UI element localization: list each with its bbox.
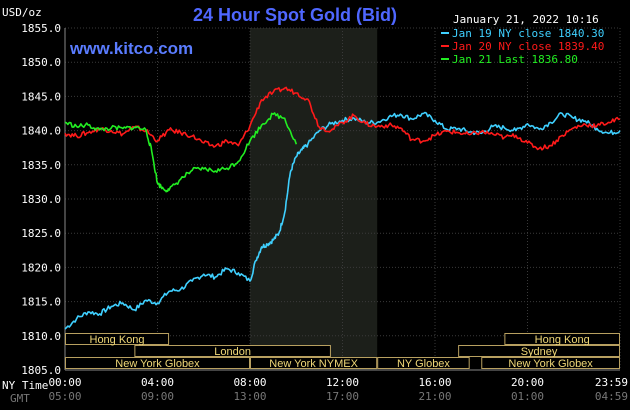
x-tick-label: 23:59 <box>595 376 628 389</box>
x-tick-label: 00:00 <box>48 376 81 389</box>
session-box <box>65 357 250 369</box>
series-line-jan-20 <box>64 86 621 151</box>
x-tick-label: 04:00 <box>141 376 174 389</box>
x-tick-label: 16:00 <box>418 376 451 389</box>
y-tick-label: 1845.0 <box>21 90 61 103</box>
y-tick-label: 1855.0 <box>21 22 61 35</box>
y-axis-unit-label: USD/oz <box>2 6 42 19</box>
source-url[interactable]: www.kitco.com <box>69 39 193 58</box>
gmt-row-label: GMT <box>10 392 30 405</box>
y-tick-label: 1835.0 <box>21 159 61 172</box>
session-label: New York Globex <box>115 358 200 370</box>
legend-entry: Jan 19 NY close 1840.30 <box>452 27 604 40</box>
series-line-jan-19 <box>64 111 621 330</box>
legend-entry: Jan 20 NY close 1839.40 <box>452 40 604 53</box>
x-tick-label: 08:00 <box>233 376 266 389</box>
session-box <box>458 345 620 357</box>
session-label: London <box>214 346 251 358</box>
gmt-tick-label: 17:00 <box>326 390 359 403</box>
y-tick-label: 1825.0 <box>21 227 61 240</box>
y-tick-label: 1805.0 <box>21 364 61 377</box>
gmt-tick-label: 01:00 <box>511 390 544 403</box>
gmt-tick-label: 04:59 <box>595 390 628 403</box>
session-box <box>504 333 620 345</box>
y-tick-label: 1840.0 <box>21 125 61 138</box>
y-tick-label: 1830.0 <box>21 193 61 206</box>
session-label: Hong Kong <box>535 334 590 346</box>
gmt-tick-label: 09:00 <box>141 390 174 403</box>
session-label: New York Globex <box>508 358 593 370</box>
gmt-tick-label: 13:00 <box>233 390 266 403</box>
y-tick-label: 1850.0 <box>21 56 61 69</box>
session-box <box>134 345 331 357</box>
session-label: Hong Kong <box>90 334 145 346</box>
session-label: NY Globex <box>397 358 450 370</box>
x-tick-label: 20:00 <box>511 376 544 389</box>
y-tick-label: 1810.0 <box>21 330 61 343</box>
chart-title: 24 Hour Spot Gold (Bid) <box>193 5 397 25</box>
session-box <box>250 357 378 369</box>
legend-entry: Jan 21 Last 1836.80 <box>452 53 578 66</box>
x-tick-label: 12:00 <box>326 376 359 389</box>
session-box <box>65 333 170 345</box>
nymex-session-highlight <box>250 28 378 370</box>
session-box <box>377 357 470 369</box>
gmt-tick-label: 21:00 <box>418 390 451 403</box>
y-tick-label: 1815.0 <box>21 296 61 309</box>
y-tick-label: 1820.0 <box>21 261 61 274</box>
gmt-tick-label: 05:00 <box>48 390 81 403</box>
session-label: New York NYMEX <box>269 358 358 370</box>
chart-date: January 21, 2022 10:16 <box>453 13 599 26</box>
session-box <box>481 357 620 369</box>
session-label: Sydney <box>521 346 558 358</box>
nytime-row-label: NY Time <box>2 379 48 392</box>
series-line-jan-21 <box>64 112 298 193</box>
